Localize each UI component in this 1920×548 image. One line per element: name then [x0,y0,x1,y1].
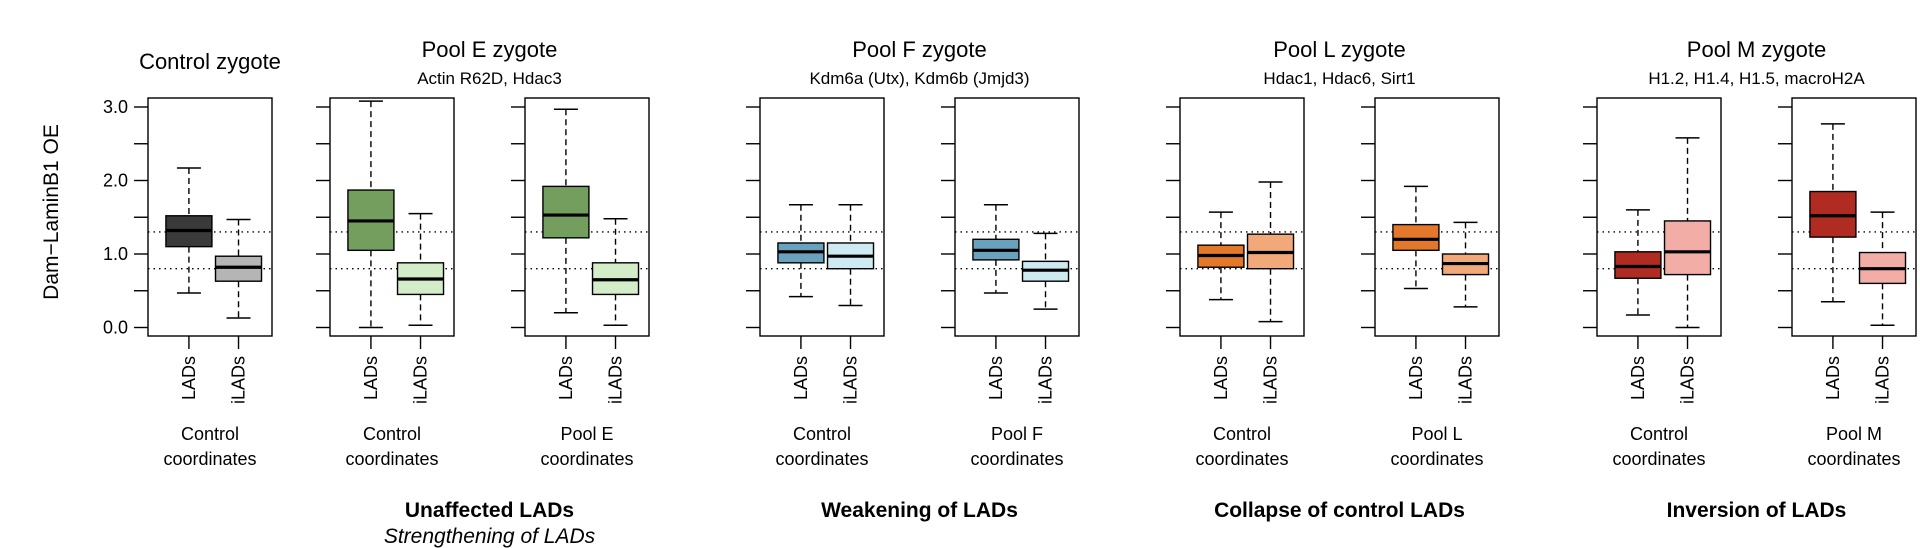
box-ilads: iLADs [1021,232,1070,404]
category-label: iLADs [229,356,249,404]
group-summary: Unaffected LADs [405,499,574,522]
panel-caption-line1: Control [363,424,421,444]
panel-caption-line2: coordinates [970,449,1063,469]
panel-caption-line2: coordinates [1390,449,1483,469]
panel-5-2: LADs iLADs Pool M coordinates [1778,97,1917,469]
panel-caption-line2: coordinates [345,449,438,469]
box-lads: LADs [972,204,1020,400]
group-3: Pool F zygote Kdm6a (Utx), Kdm6b (Jmjd3) W… [746,37,1080,522]
category-label: LADs [1823,356,1843,400]
y-tick-label: 1.0 [103,244,128,264]
category-label: LADs [556,356,576,400]
category-label: iLADs [606,356,626,404]
group-summary: Weakening of LADs [821,499,1018,522]
box-ilads: iLADs [214,218,263,404]
category-label: iLADs [1678,356,1698,404]
box-lads: LADs [165,167,213,400]
panel-caption-line1: Pool L [1411,424,1462,444]
plot-layer: Control zygote 0.0 1.0 2.0 3.0 LADs iLADs Contr… [103,37,1917,548]
box-ilads: iLADs [1246,181,1295,404]
category-label: iLADs [1261,356,1281,404]
category-label: iLADs [1873,356,1893,404]
group-2: Pool E zygote Actin R62D, Hdac3 Unaffected… [316,37,650,548]
category-label: LADs [179,356,199,400]
panel-caption-line2: coordinates [1195,449,1288,469]
category-label: LADs [986,356,1006,400]
panel-3-2: LADs iLADs Pool F coordinates [941,97,1080,469]
group-subtitle: H1.2, H1.4, H1.5, macroH2A [1648,69,1865,88]
box-ilads: iLADs [591,217,640,404]
group-subtitle: Hdac1, Hdac6, Sirt1 [1263,69,1415,88]
panel-frame [1179,97,1305,337]
box-lads: LADs [1392,185,1440,400]
box-ilads: iLADs [1663,137,1712,404]
group-title: Pool M zygote [1687,37,1826,62]
group-summary: Collapse of control LADs [1214,499,1465,522]
box-lads: LADs [542,108,590,400]
category-label: LADs [1211,356,1231,400]
panel-caption-line1: Control [181,424,239,444]
box-lads: LADs [1809,123,1857,400]
panel-frame [1374,97,1500,337]
category-label: iLADs [841,356,861,404]
group-title: Control zygote [139,49,281,74]
box-lads: LADs [1614,209,1662,400]
box-lads: LADs [1197,211,1245,400]
panel-3-1: LADs iLADs Control coordinates [746,97,885,469]
box-lads: LADs [777,204,825,400]
box-lads: LADs [347,100,395,400]
category-label: iLADs [1456,356,1476,404]
panel-caption-line2: coordinates [775,449,868,469]
iqr-box [1392,223,1440,252]
box-ilads: iLADs [1858,211,1907,404]
panel-frame [759,97,885,337]
box-ilads: iLADs [1441,221,1490,404]
panel-caption-line1: Control [1213,424,1271,444]
box-ilads: iLADs [396,212,445,404]
category-label: LADs [1406,356,1426,400]
box-ilads: iLADs [826,204,875,404]
category-label: LADs [1628,356,1648,400]
panel-2-2: LADs iLADs Pool E coordinates [511,97,650,469]
y-tick-label: 3.0 [103,97,128,117]
group-title: Pool F zygote [852,37,987,62]
category-label: iLADs [1036,356,1056,404]
y-tick-label: 2.0 [103,171,128,191]
group-subtitle: Actin R62D, Hdac3 [417,69,562,88]
panel-4-1: LADs iLADs Control coordinates [1166,97,1305,469]
panel-4-2: LADs iLADs Pool L coordinates [1361,97,1500,469]
iqr-box [1663,220,1712,276]
category-label: LADs [361,356,381,400]
panel-caption-line2: coordinates [540,449,633,469]
y-tick-label: 0.0 [103,318,128,338]
panel-frame [954,97,1080,337]
category-label: iLADs [411,356,431,404]
y-axis-label: Dam−LaminB1 OE [40,124,63,300]
group-title: Pool L zygote [1273,37,1406,62]
panel-5-1: LADs iLADs Control coordinates [1583,97,1722,469]
group-title: Pool E zygote [422,37,558,62]
panel-1-1: 0.0 1.0 2.0 3.0 LADs iLADs Control coordinates [103,97,273,469]
group-subtitle: Kdm6a (Utx), Kdm6b (Jmjd3) [809,69,1029,88]
panel-caption-line1: Control [793,424,851,444]
panel-caption-line2: coordinates [1807,449,1900,469]
group-1: Control zygote 0.0 1.0 2.0 3.0 LADs iLADs Contr… [103,49,281,469]
category-label: LADs [791,356,811,400]
panel-caption-line1: Pool M [1826,424,1882,444]
panel-caption-line1: Pool E [560,424,613,444]
group-4: Pool L zygote Hdac1, Hdac6, Sirt1 Collapse… [1166,37,1500,522]
panel-caption-line1: Pool F [991,424,1043,444]
iqr-box [542,185,590,239]
panel-caption-line2: coordinates [163,449,256,469]
panel-caption-line2: coordinates [1612,449,1705,469]
group-summary-secondary: Strengthening of LADs [384,525,596,548]
group-5: Pool M zygote H1.2, H1.4, H1.5, macroH2A I… [1583,37,1917,522]
panel-caption-line1: Control [1630,424,1688,444]
group-summary: Inversion of LADs [1667,499,1847,522]
panel-frame [1596,97,1722,337]
panel-2-1: LADs iLADs Control coordinates [316,97,455,469]
